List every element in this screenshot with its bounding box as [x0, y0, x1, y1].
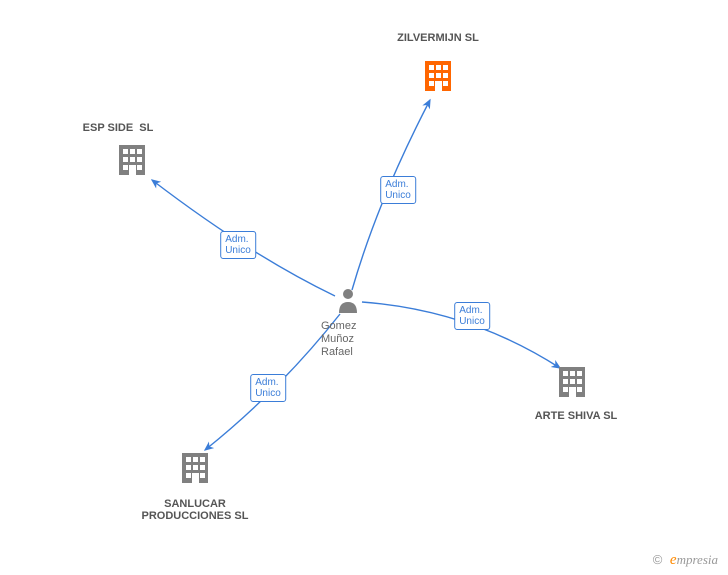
company-title: SANLUCAR PRODUCCIONES SL [142, 498, 249, 522]
company-name: ARTE SHIVA SL [535, 410, 618, 422]
company-name: SANLUCAR PRODUCCIONES SL [142, 498, 249, 522]
brand-rest: mpresia [677, 552, 718, 567]
company-title: ESP SIDE SL [83, 122, 154, 134]
brand-first-letter: e [670, 552, 677, 568]
copyright-symbol: © [653, 552, 663, 567]
building-icon [423, 59, 453, 98]
company-title: ZILVERMIJN SL [397, 32, 479, 44]
edge-label: Adm. Unico [454, 302, 490, 330]
edges-layer [0, 0, 728, 575]
building-icon [117, 143, 147, 182]
footer-watermark: © empresia [653, 552, 718, 569]
diagram-canvas: Gomez Muñoz Rafael ZILVERMIJN SL ESP SID… [0, 0, 728, 575]
building-icon [557, 365, 587, 404]
company-name: ESP SIDE SL [83, 122, 154, 134]
person-icon [337, 287, 359, 318]
company-title: ARTE SHIVA SL [535, 410, 618, 422]
company-name: ZILVERMIJN SL [397, 32, 479, 44]
building-icon [180, 451, 210, 490]
person-name: Gomez Muñoz Rafael [321, 320, 356, 360]
person-label: Gomez Muñoz Rafael [321, 320, 356, 360]
edge-label: Adm. Unico [380, 176, 416, 204]
edge-label: Adm. Unico [220, 231, 256, 259]
edge-label: Adm. Unico [250, 374, 286, 402]
